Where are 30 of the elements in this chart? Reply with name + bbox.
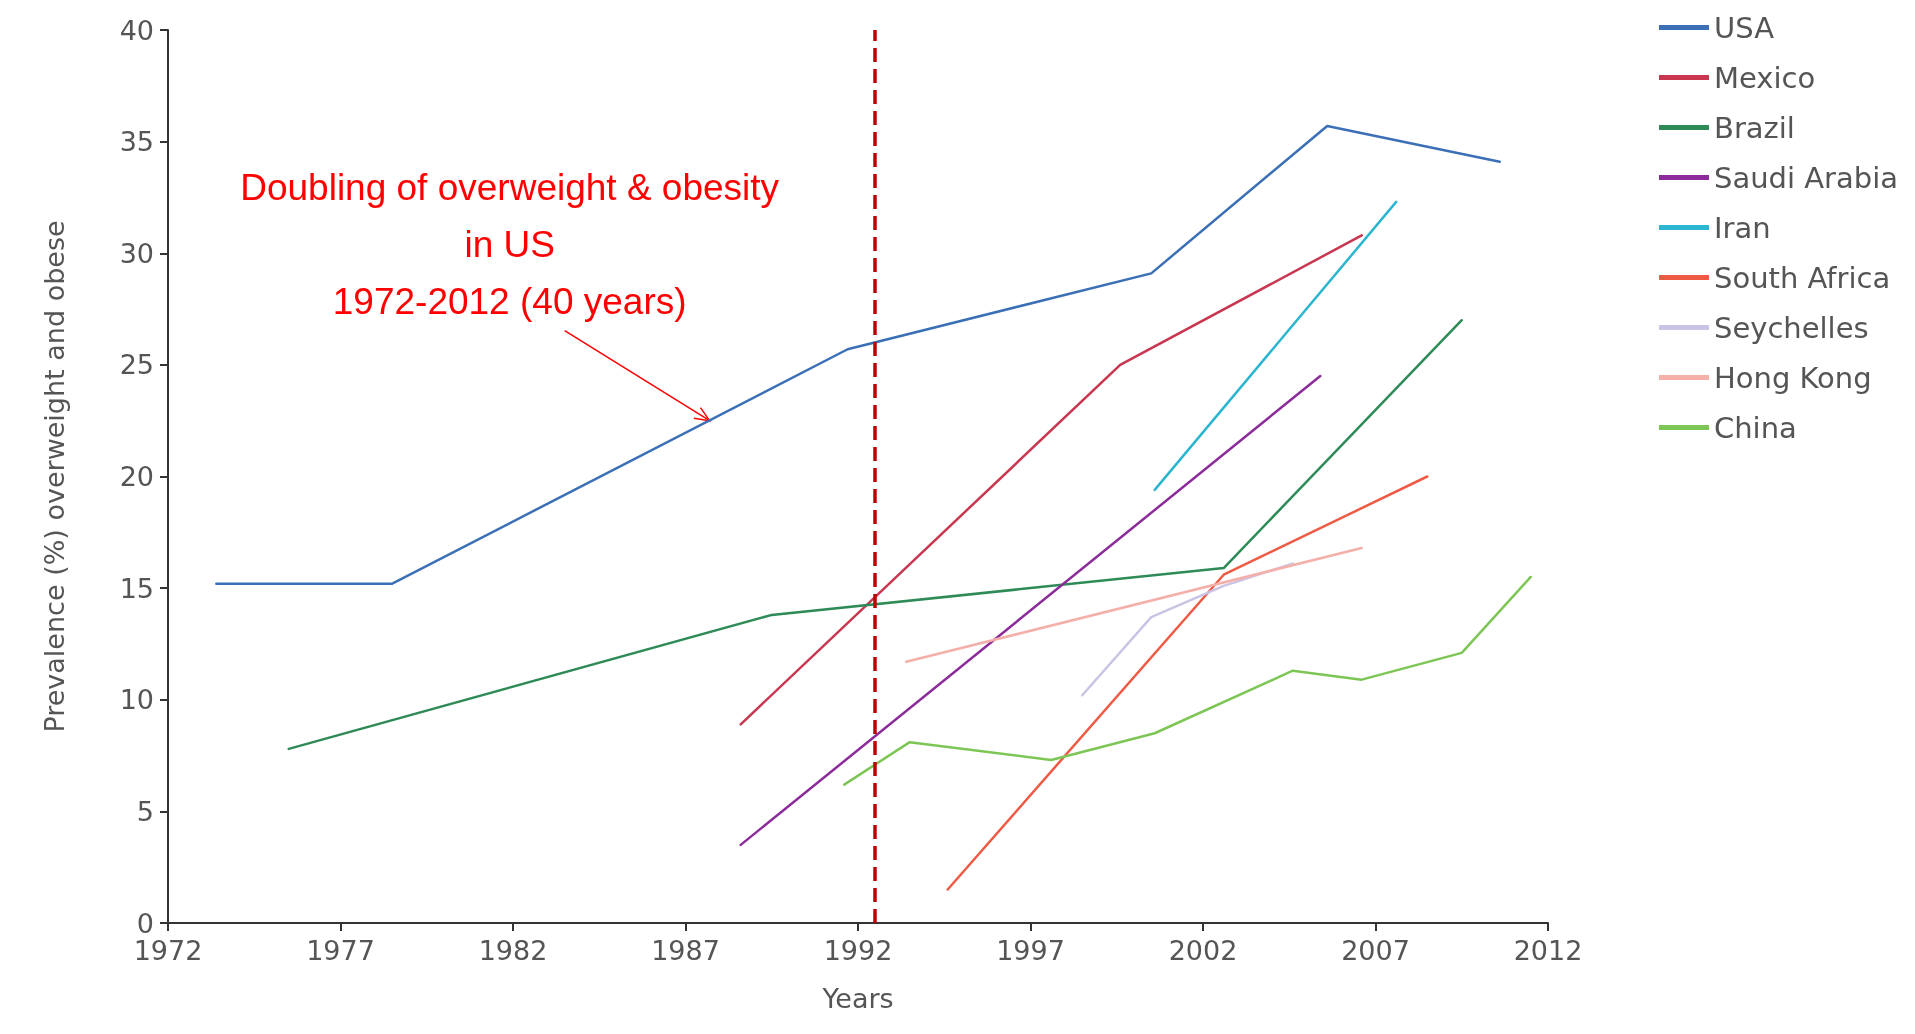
line-series xyxy=(215,124,1501,585)
x-tick-label: 1997 xyxy=(996,935,1065,966)
annotation: Doubling of overweight & obesity in US 1972-2012 (40 years) xyxy=(240,166,780,322)
y-axis-title: Prevalence (%) overweight and obese xyxy=(39,220,70,733)
y-tick-label: 15 xyxy=(119,572,154,604)
y-tick-label: 5 xyxy=(136,795,154,827)
legend-label: Mexico xyxy=(1713,60,1816,95)
legend-label: South Africa xyxy=(1713,260,1891,295)
legend-label: Saudi Arabia xyxy=(1713,160,1898,195)
x-tick-label: 1987 xyxy=(651,935,720,966)
legend-label: Iran xyxy=(1713,210,1771,245)
x-tick-label: 1982 xyxy=(478,935,548,966)
line-series xyxy=(842,575,1532,786)
y-tick-label: 35 xyxy=(119,126,154,158)
legend-label: Brazil xyxy=(1713,110,1795,145)
legend-label: China xyxy=(1713,410,1797,445)
y-tick-label: 30 xyxy=(119,237,154,269)
x-axis-title: Years xyxy=(821,983,894,1014)
y-tick-label: 40 xyxy=(119,14,154,46)
x-tick-label: 1977 xyxy=(306,935,375,966)
x-tick-label: 1992 xyxy=(823,935,893,966)
y-tick-label: 20 xyxy=(119,461,154,492)
x-tick-label: 2007 xyxy=(1341,935,1410,966)
y-tick-label: 10 xyxy=(119,684,154,716)
y-tick-label: 25 xyxy=(119,349,154,381)
x-tick-label: 2012 xyxy=(1513,935,1583,966)
legend-label: Hong Kong xyxy=(1713,360,1872,395)
legend-label: USA xyxy=(1713,10,1775,45)
x-tick-label: 2002 xyxy=(1168,935,1238,966)
legend-label: Seychelles xyxy=(1713,310,1869,345)
